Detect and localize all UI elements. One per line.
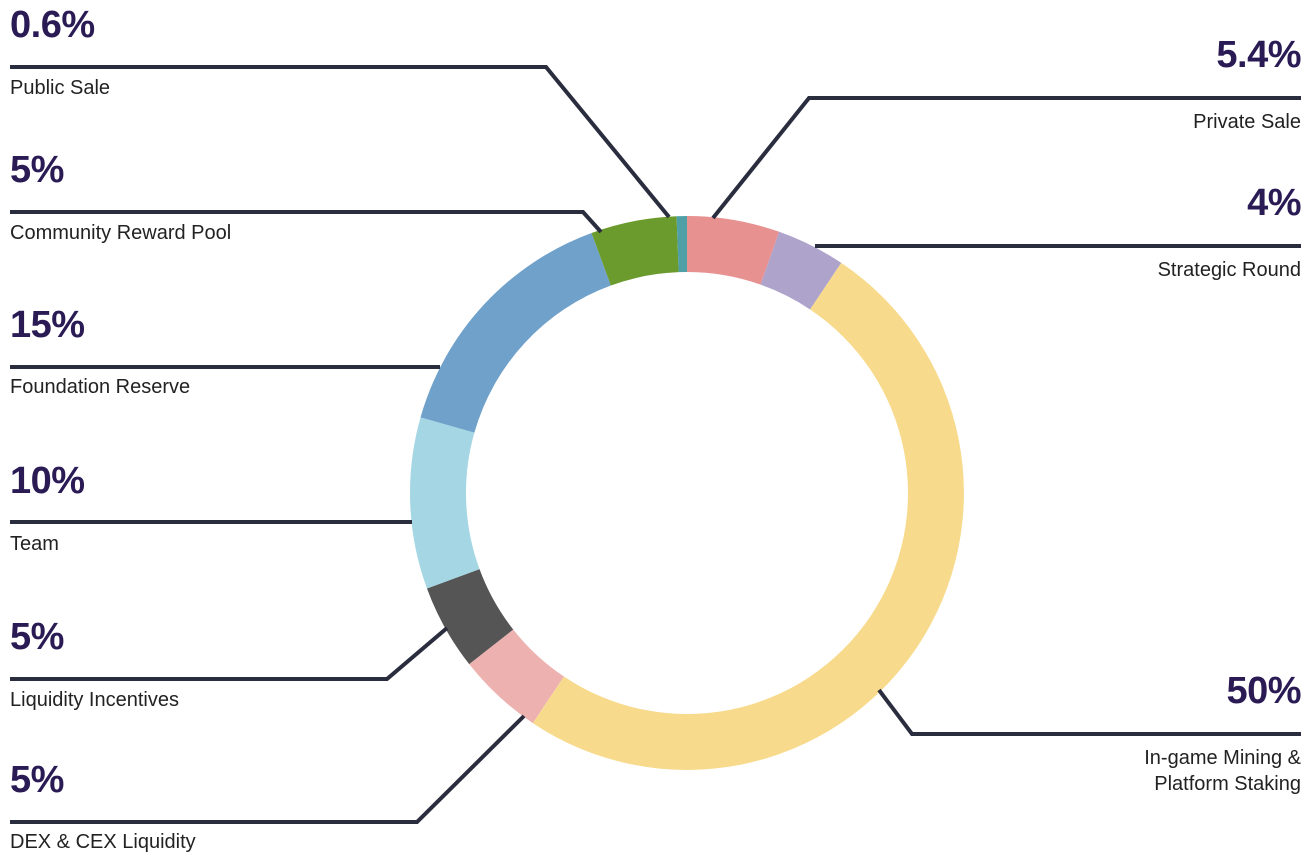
leader-line-liquidity-incentives bbox=[10, 626, 449, 681]
donut-segment-team bbox=[410, 417, 480, 589]
value-label-community-reward-pool: 5% bbox=[10, 149, 64, 191]
value-label-dex-cex-liquidity: 5% bbox=[10, 759, 64, 801]
value-label-foundation-reserve: 15% bbox=[10, 304, 85, 346]
legend-label-community-reward-pool: Community Reward Pool bbox=[10, 222, 232, 244]
value-label-liquidity-incentives: 5% bbox=[10, 616, 64, 658]
legend-label-in-game-mining-line1: In-game Mining & bbox=[1144, 747, 1301, 769]
legend-label-liquidity-incentives: Liquidity Incentives bbox=[10, 689, 179, 711]
legend-label-strategic-round: Strategic Round bbox=[1157, 259, 1301, 281]
donut-segment-foundation-reserve bbox=[420, 232, 611, 433]
donut-segments bbox=[410, 216, 964, 770]
leader-line-private-sale bbox=[711, 96, 1301, 220]
leader-line-community-reward-pool bbox=[10, 210, 603, 234]
value-label-public-sale: 0.6% bbox=[10, 4, 95, 46]
legend-label-in-game-mining-line2: Platform Staking bbox=[1154, 773, 1301, 795]
leader-line-public-sale bbox=[10, 65, 671, 219]
legend-label-foundation-reserve: Foundation Reserve bbox=[10, 376, 191, 398]
donut-segment-in-game-mining bbox=[532, 262, 964, 770]
legend-label-public-sale: Public Sale bbox=[10, 77, 111, 99]
legend-label-dex-cex-liquidity: DEX & CEX Liquidity bbox=[10, 831, 196, 853]
legend-label-private-sale: Private Sale bbox=[1193, 111, 1301, 133]
donut-segment-strategic-round bbox=[760, 231, 842, 310]
donut-segment-dex-cex-liquidity bbox=[469, 629, 564, 724]
leader-lines bbox=[10, 65, 1301, 824]
donut-segment-community-reward-pool bbox=[591, 216, 679, 286]
value-label-in-game-mining: 50% bbox=[1226, 670, 1301, 712]
donut-segment-public-sale bbox=[676, 216, 687, 273]
value-label-private-sale: 5.4% bbox=[1216, 34, 1301, 76]
value-label-strategic-round: 4% bbox=[1247, 182, 1301, 224]
legend-label-team: Team bbox=[10, 533, 59, 555]
leader-line-in-game-mining bbox=[877, 688, 1301, 736]
value-label-team: 10% bbox=[10, 460, 85, 502]
donut-segment-liquidity-incentives bbox=[426, 569, 514, 665]
donut-segment-private-sale bbox=[687, 216, 780, 285]
leader-line-dex-cex-liquidity bbox=[10, 714, 526, 824]
